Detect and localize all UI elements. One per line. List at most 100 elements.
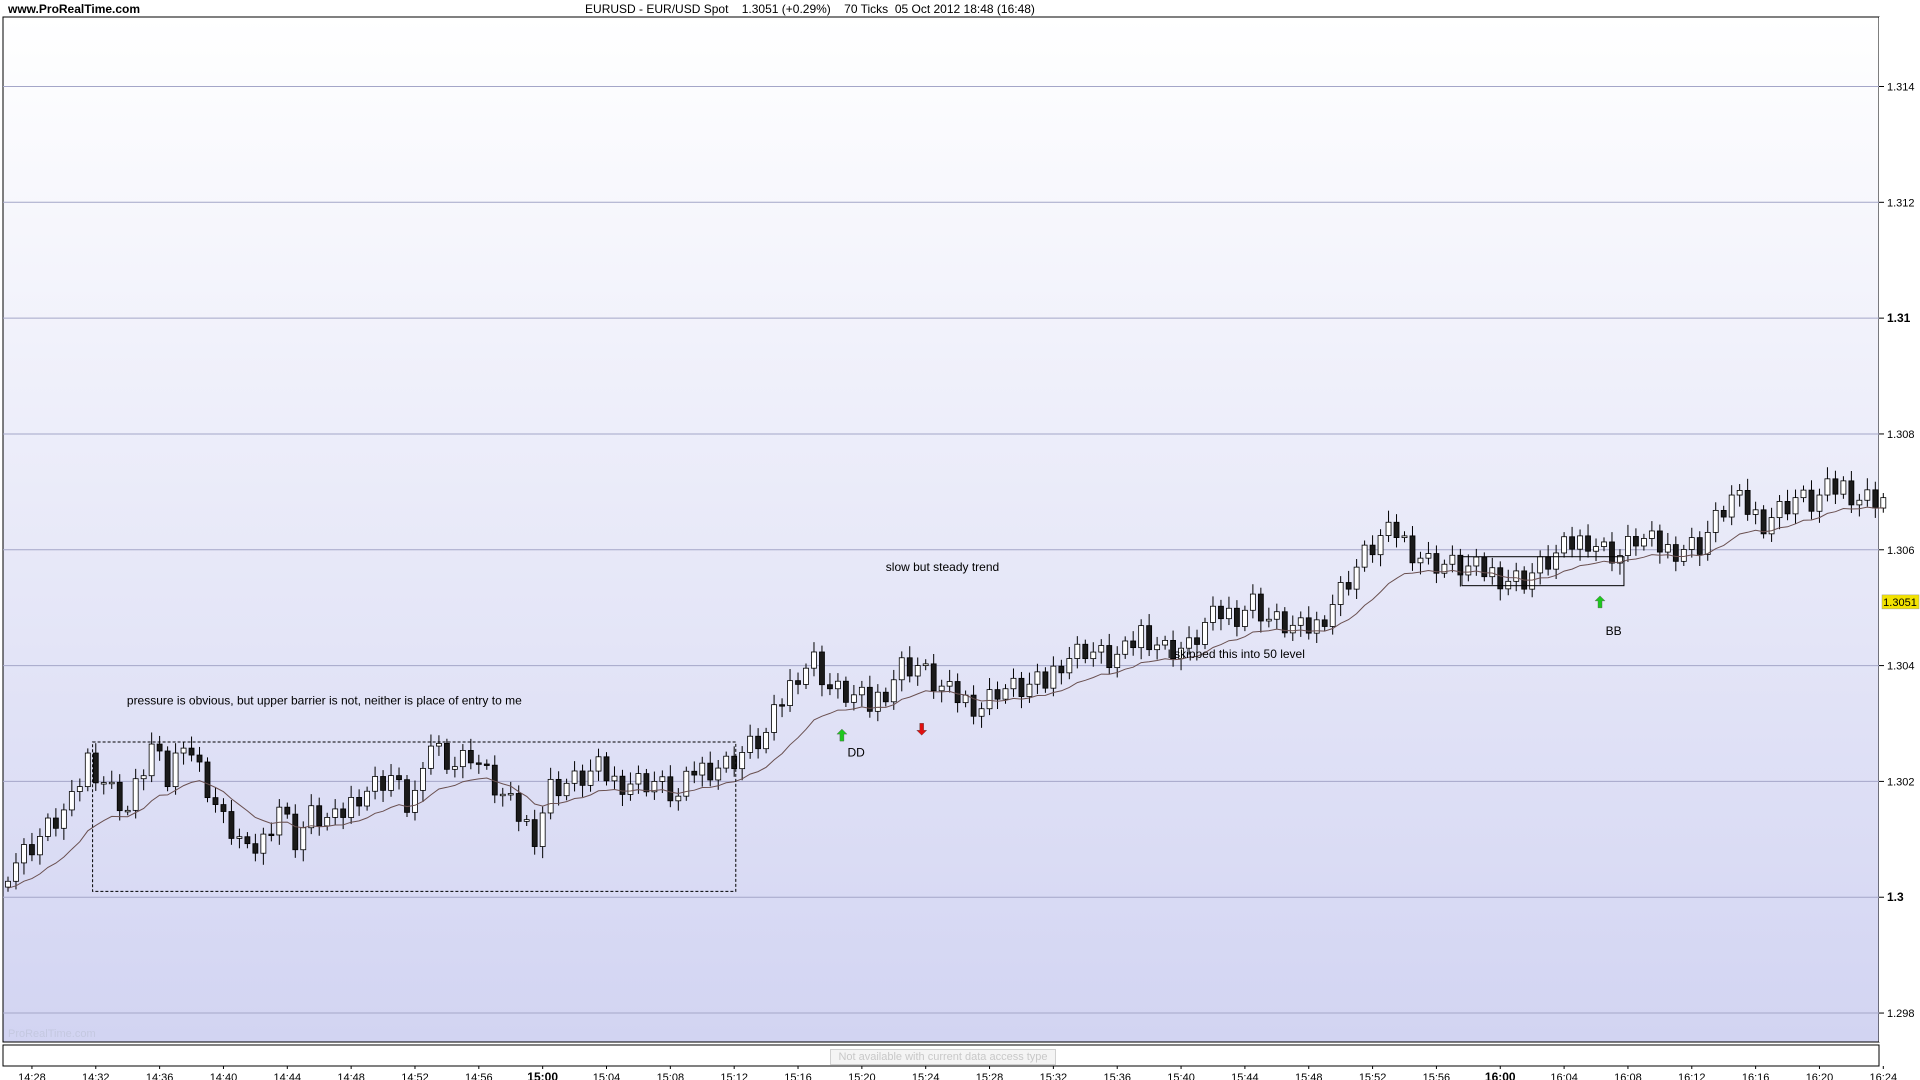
candle-98 xyxy=(787,669,793,712)
candle-41 xyxy=(332,799,339,826)
candle-160 xyxy=(1281,607,1288,638)
candle-156 xyxy=(1249,584,1256,619)
candle-180 xyxy=(1441,559,1448,578)
candle-140 xyxy=(1122,636,1129,659)
candle-65 xyxy=(523,814,530,826)
y-tick-label-1: 1.312 xyxy=(1887,197,1915,209)
candle-84 xyxy=(675,788,682,811)
candle-52 xyxy=(420,762,426,802)
candle-31 xyxy=(252,833,259,862)
candle-169 xyxy=(1353,559,1360,599)
candle-162 xyxy=(1297,611,1304,637)
x-tick-label-25: 16:08 xyxy=(1614,1072,1642,1080)
candle-112 xyxy=(898,651,905,692)
candle-39 xyxy=(316,797,323,836)
candle-124 xyxy=(994,681,1001,710)
candle-18 xyxy=(148,732,155,783)
candle-132 xyxy=(1058,659,1065,685)
candle-11 xyxy=(92,743,99,791)
candle-189 xyxy=(1513,562,1520,592)
candle-99 xyxy=(795,672,801,695)
candle-152 xyxy=(1218,599,1224,631)
candle-2 xyxy=(21,838,27,875)
candle-199 xyxy=(1593,538,1599,562)
candle-129 xyxy=(1034,663,1041,695)
candle-170 xyxy=(1361,540,1368,572)
candle-85 xyxy=(683,766,690,801)
grid-lines xyxy=(3,85,1879,1014)
candle-146 xyxy=(1170,630,1176,667)
candle-136 xyxy=(1090,642,1097,667)
candle-63 xyxy=(507,781,514,801)
candle-81 xyxy=(651,771,658,800)
x-tick-label-5: 14:48 xyxy=(337,1072,365,1080)
candle-58 xyxy=(467,738,474,770)
candle-32 xyxy=(260,827,267,865)
y-tick-label-8: 1.298 xyxy=(1887,1008,1915,1020)
candle-0 xyxy=(5,876,11,892)
candle-168 xyxy=(1345,570,1352,596)
candle-45 xyxy=(364,786,371,811)
candle-8 xyxy=(68,779,75,817)
candle-17 xyxy=(140,769,147,791)
candle-29 xyxy=(236,828,243,849)
candle-145 xyxy=(1162,635,1168,650)
candle-93 xyxy=(747,724,754,759)
candle-77 xyxy=(619,769,626,807)
candle-105 xyxy=(843,676,849,707)
candle-25 xyxy=(204,757,211,803)
x-tick-label-3: 14:40 xyxy=(210,1072,238,1080)
candle-44 xyxy=(356,789,363,816)
candle-70 xyxy=(563,778,570,801)
watermark: ProRealTime.com xyxy=(8,1028,96,1040)
candle-66 xyxy=(531,809,538,855)
candle-216 xyxy=(1728,485,1735,526)
candle-130 xyxy=(1042,667,1049,693)
x-axis: 14:28 14:32 14:36 14:40 14:44 14:48 14:52 14:56… xyxy=(18,1066,1897,1080)
candle-164 xyxy=(1313,611,1320,644)
candle-114 xyxy=(914,657,921,686)
candle-182 xyxy=(1457,548,1464,587)
candle-119 xyxy=(954,673,961,713)
candle-75 xyxy=(603,752,610,786)
candle-187 xyxy=(1497,561,1504,601)
candle-229 xyxy=(1832,470,1839,505)
instrument-info: EURUSD - EUR/USD Spot 1.3051 (+0.29%) 70… xyxy=(585,2,1035,16)
x-tick-label-8: 15:00 xyxy=(527,1070,558,1080)
candle-1 xyxy=(13,853,19,890)
candle-113 xyxy=(906,646,913,683)
candle-233 xyxy=(1864,478,1871,507)
candle-7 xyxy=(60,803,67,840)
candle-211 xyxy=(1688,527,1695,558)
candle-102 xyxy=(819,645,825,697)
candle-78 xyxy=(627,772,634,801)
candle-87 xyxy=(699,756,706,787)
candle-178 xyxy=(1425,541,1432,565)
price-axis[interactable] xyxy=(1879,17,1920,1042)
x-tick-label-27: 16:16 xyxy=(1742,1072,1770,1080)
candle-207 xyxy=(1656,524,1663,564)
candle-101 xyxy=(811,642,817,677)
candle-6 xyxy=(52,808,59,837)
candle-83 xyxy=(667,765,674,808)
candle-117 xyxy=(938,679,945,703)
x-tick-label-17: 15:36 xyxy=(1103,1072,1131,1080)
candle-144 xyxy=(1154,636,1161,660)
candle-217 xyxy=(1736,484,1743,507)
candle-195 xyxy=(1561,532,1567,558)
candle-165 xyxy=(1321,615,1328,632)
x-tick-label-2: 14:36 xyxy=(146,1072,174,1080)
site-name[interactable]: www.ProRealTime.com xyxy=(8,2,141,16)
candle-103 xyxy=(827,673,833,696)
candle-174 xyxy=(1393,514,1400,548)
candle-36 xyxy=(292,804,299,858)
x-tick-label-10: 15:08 xyxy=(657,1072,685,1080)
x-tick-label-0: 14:28 xyxy=(18,1072,46,1080)
chart-plot-area[interactable] xyxy=(2,16,1880,1043)
candle-91 xyxy=(731,746,738,777)
candle-153 xyxy=(1226,596,1232,626)
candle-47 xyxy=(380,770,386,802)
candle-148 xyxy=(1186,626,1192,655)
y-tick-label-4: 1.306 xyxy=(1887,545,1915,557)
